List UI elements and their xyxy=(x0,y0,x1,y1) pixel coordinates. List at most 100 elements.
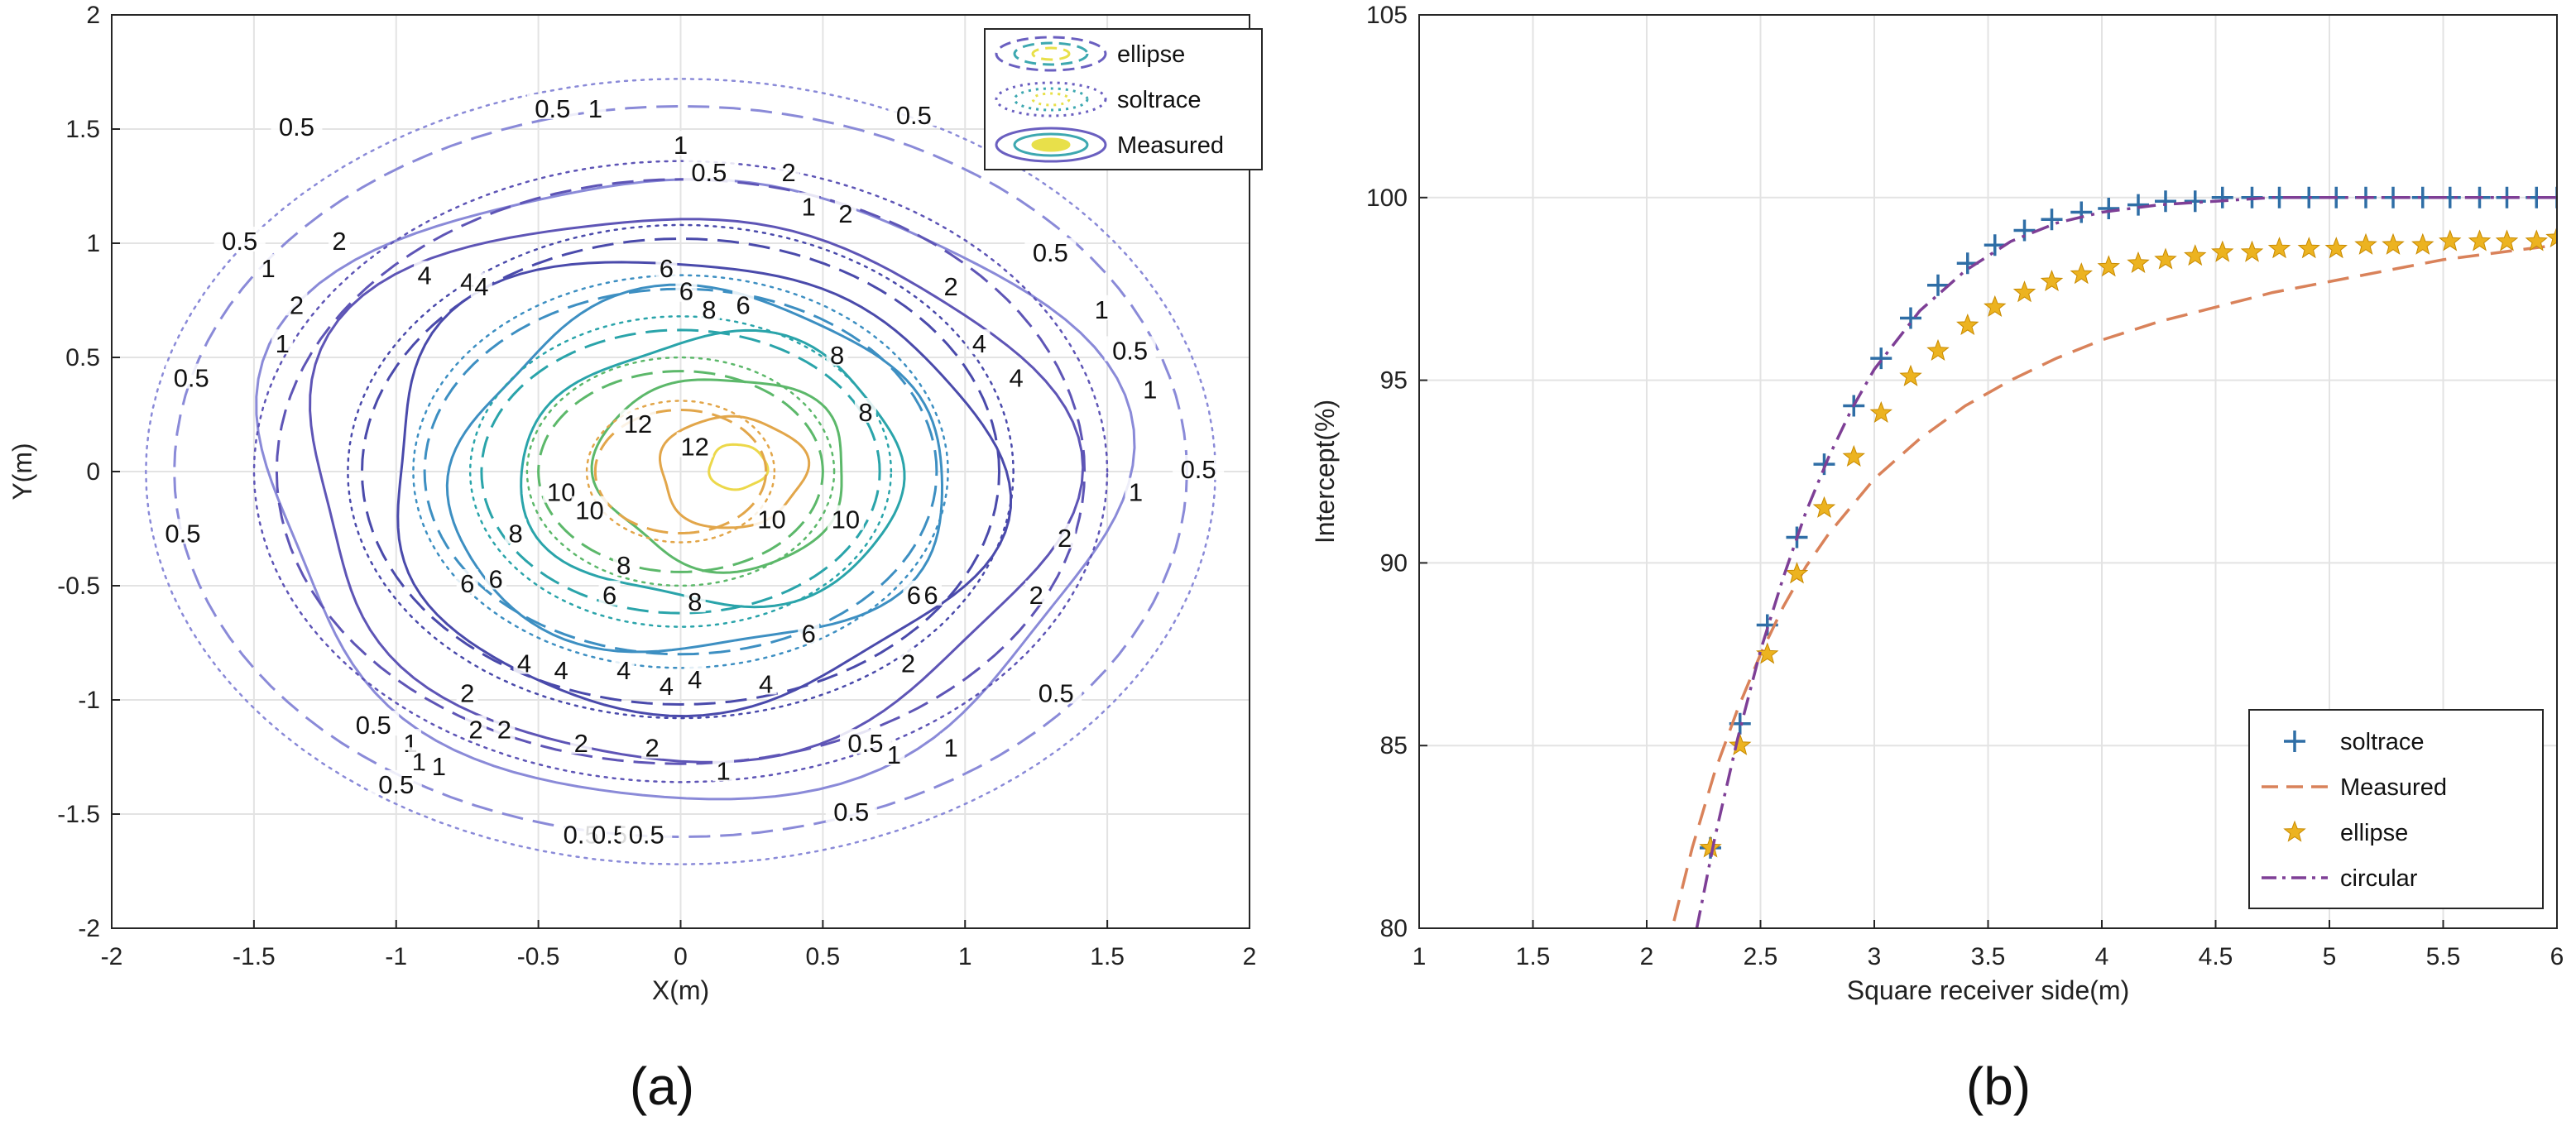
legend-item-soltrace: soltrace xyxy=(995,81,1202,117)
contour-label: 1 xyxy=(588,94,602,123)
contour-label-bg xyxy=(456,569,478,594)
x-tick-label: 2 xyxy=(1243,943,1257,970)
data-point-star xyxy=(1729,733,1752,755)
contour-label: 6 xyxy=(923,581,938,610)
contour-label: 0.5 xyxy=(847,729,883,758)
y-tick-label: 1 xyxy=(86,230,100,257)
contour-ellipse-level-6 xyxy=(480,328,881,615)
contour-measured-level-2 xyxy=(396,261,1013,718)
contour-label: 4 xyxy=(972,329,986,358)
data-point-star xyxy=(2012,280,2036,303)
contour-label: 2 xyxy=(574,729,588,758)
contour-label-bg xyxy=(698,295,720,320)
data-point-plus xyxy=(1900,307,1921,329)
contour-label: 1 xyxy=(261,254,275,283)
legend-swatch-ring xyxy=(1031,137,1071,152)
legend-item-soltrace: soltrace xyxy=(2284,729,2425,755)
contour-label: 2 xyxy=(1058,524,1072,553)
y-tick-label: -1 xyxy=(78,687,100,714)
contour-label-bg xyxy=(753,505,790,530)
contour-label: 2 xyxy=(290,290,304,319)
legend-label: circular xyxy=(2340,865,2418,892)
contour-label: 6 xyxy=(602,581,616,610)
contour-label-bg xyxy=(883,740,905,765)
contour-measured-level-0_5 xyxy=(255,178,1136,801)
contour-label: 0.5 xyxy=(1039,678,1074,707)
contour-label: 6 xyxy=(488,564,502,593)
x-tick-label: 0 xyxy=(674,943,688,970)
data-point-star xyxy=(1785,562,1809,584)
contour-soltrace-level-10 xyxy=(585,400,776,544)
contour-label: 1 xyxy=(412,747,426,776)
x-tick-label: -2 xyxy=(101,943,123,970)
legend-swatch-ring xyxy=(995,81,1107,117)
contour-label-bg xyxy=(778,158,800,184)
y-tick-label: -0.5 xyxy=(57,572,100,600)
x-tick-label: -0.5 xyxy=(517,943,560,970)
contour-label: 0.5 xyxy=(896,101,932,130)
contour-label-bg xyxy=(1053,523,1076,549)
contour-label-bg xyxy=(683,158,735,184)
data-point-star xyxy=(2545,225,2557,248)
contour-label-bg xyxy=(408,747,430,773)
contour-measured-level-6 xyxy=(520,328,906,609)
legend-swatch-ring xyxy=(1013,132,1089,157)
data-point-plus xyxy=(2127,194,2149,216)
data-point-star xyxy=(2324,237,2348,259)
data-point-star xyxy=(1926,338,1950,361)
contour-label-bg xyxy=(834,199,856,224)
y-tick-label: 2 xyxy=(86,2,100,29)
contour-label: 2 xyxy=(468,716,482,745)
contour-ellipse-level-1 xyxy=(275,178,1087,765)
contour-label: 8 xyxy=(858,398,872,427)
data-point-plus xyxy=(1984,234,2006,256)
contour-label-bg xyxy=(271,329,294,355)
contour-measured-level-4 xyxy=(445,283,944,654)
data-point-plus xyxy=(2098,198,2120,220)
contour-label-bg xyxy=(165,363,218,389)
contour-label: 8 xyxy=(616,551,631,580)
contour-label-bg xyxy=(798,192,820,218)
contour-label: 0.5 xyxy=(691,158,727,187)
series-line-measured xyxy=(1672,243,2557,922)
y-tick-label: 1.5 xyxy=(65,116,100,143)
y-tick-label: 85 xyxy=(1380,732,1408,759)
contour-label-bg xyxy=(470,272,492,298)
y-tick-label: -1.5 xyxy=(57,801,100,828)
x-tick-label: 0.5 xyxy=(806,943,841,970)
contour-label-bg xyxy=(641,733,664,759)
legend-label: soltrace xyxy=(2340,729,2425,755)
y-tick-label: -2 xyxy=(78,915,100,942)
contour-label-bg xyxy=(505,519,527,544)
data-point-star xyxy=(2411,232,2434,255)
x-tick-label: 5 xyxy=(2323,943,2337,970)
contour-label: 8 xyxy=(509,519,523,548)
contour-label: 0.5 xyxy=(174,364,209,393)
x-tick-label: 5.5 xyxy=(2426,943,2461,970)
series-line-circular xyxy=(1695,196,2557,928)
contour-label-bg xyxy=(1125,477,1147,503)
contour-label-bg xyxy=(456,678,478,704)
contour-label: 2 xyxy=(943,272,957,301)
contour-label: 1 xyxy=(276,329,290,358)
contour-label-bg xyxy=(827,505,864,530)
contour-label-bg xyxy=(598,580,621,606)
contour-soltrace-level-8 xyxy=(525,356,836,587)
contour-label: 0.5 xyxy=(833,798,869,826)
series-ellipse xyxy=(1699,225,2557,858)
panel-a-y-axis-label: Y(m) xyxy=(7,443,37,500)
contour-ellipse-level-10 xyxy=(593,408,768,535)
contour-label: 0.5 xyxy=(1181,455,1216,484)
contour-label: 1 xyxy=(943,734,957,763)
contour-soltrace-level-0_5 xyxy=(145,78,1217,865)
contour-label-bg xyxy=(428,751,450,777)
contour-label-bg xyxy=(485,564,507,590)
contour-label-bg xyxy=(1091,295,1113,320)
contour-label-bg xyxy=(1173,455,1225,480)
contour-label-bg xyxy=(1024,237,1077,263)
contour-label: 1 xyxy=(432,752,446,781)
data-point-star xyxy=(2439,229,2462,252)
contour-label-bg xyxy=(370,769,422,795)
contour-label: 12 xyxy=(624,410,652,438)
